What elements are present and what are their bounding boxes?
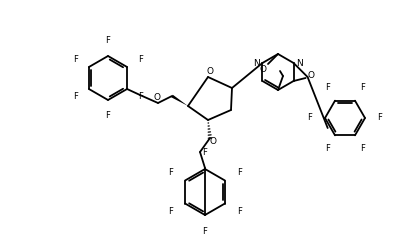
Text: F: F <box>73 55 78 63</box>
Polygon shape <box>171 95 188 106</box>
Text: F: F <box>139 55 143 63</box>
Text: O: O <box>307 71 314 81</box>
Text: F: F <box>308 114 312 123</box>
Text: F: F <box>168 168 173 177</box>
Text: O: O <box>154 93 160 102</box>
Text: O: O <box>259 64 267 73</box>
Text: F: F <box>105 111 110 120</box>
Text: F: F <box>139 93 143 101</box>
Text: F: F <box>360 83 365 92</box>
Text: F: F <box>237 168 242 177</box>
Text: N: N <box>297 59 303 67</box>
Text: F: F <box>378 114 382 123</box>
Text: O: O <box>209 137 217 147</box>
Text: F: F <box>203 148 207 157</box>
Text: F: F <box>237 207 242 216</box>
Text: F: F <box>325 83 330 92</box>
Text: F: F <box>360 144 365 153</box>
Text: F: F <box>203 227 207 236</box>
Text: F: F <box>168 207 173 216</box>
Text: O: O <box>207 66 213 75</box>
Text: F: F <box>105 36 110 45</box>
Text: N: N <box>253 59 259 67</box>
Text: F: F <box>325 144 330 153</box>
Text: F: F <box>73 93 78 101</box>
